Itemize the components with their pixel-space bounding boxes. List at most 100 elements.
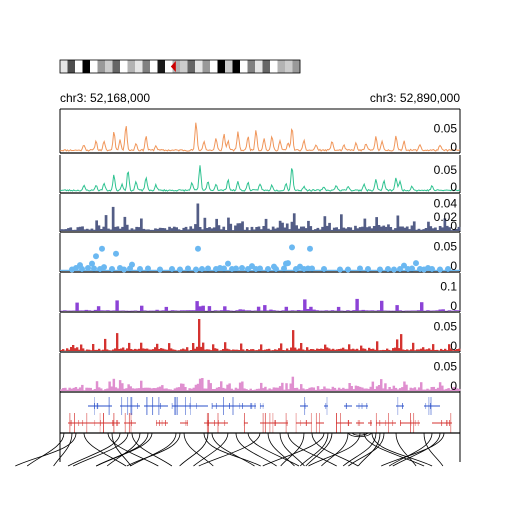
- track-tick-label: 0.05: [434, 319, 458, 333]
- signal-bar: [326, 347, 329, 351]
- signal-bar: [384, 226, 388, 231]
- signal-bar: [118, 380, 122, 391]
- signal-bar: [250, 310, 255, 312]
- signal-bar: [394, 228, 397, 231]
- signal-bar: [306, 309, 310, 311]
- signal-bar: [212, 227, 216, 231]
- signal-bar: [64, 350, 67, 351]
- signal-bar: [72, 310, 76, 311]
- signal-bar: [266, 349, 269, 351]
- signal-bar: [165, 229, 169, 231]
- track-tick-label: 0: [450, 259, 457, 273]
- signal-bar: [316, 348, 319, 351]
- signal-bar: [66, 389, 69, 391]
- signal-bar: [438, 350, 441, 351]
- signal-bar: [365, 388, 368, 391]
- ideogram-band: [217, 60, 226, 73]
- signal-bar: [104, 389, 107, 391]
- signal-bar: [314, 349, 317, 351]
- signal-bar: [216, 348, 219, 351]
- signal-bar: [158, 349, 161, 351]
- signal-bar: [188, 350, 191, 351]
- interaction-arc: [198, 432, 261, 467]
- signal-bar: [236, 349, 239, 351]
- signal-bar: [306, 389, 309, 391]
- signal-bar: [349, 310, 353, 312]
- signal-bar: [228, 383, 231, 391]
- interaction-arc: [351, 432, 369, 436]
- ideogram-band: [202, 60, 211, 73]
- signal-bar: [118, 228, 122, 231]
- signal-bar: [337, 387, 341, 391]
- interaction-arc: [26, 432, 65, 467]
- signal-bar: [192, 310, 196, 311]
- interaction-arc: [308, 432, 361, 467]
- signal-bar: [444, 310, 449, 312]
- signal-point: [185, 265, 191, 272]
- interaction-arc: [15, 432, 77, 467]
- signal-bar: [382, 225, 386, 231]
- signal-bar: [398, 348, 401, 351]
- track-tick-label: 0.05: [434, 239, 458, 253]
- signal-bar: [356, 348, 359, 351]
- signal-bar: [382, 349, 385, 351]
- signal-bar: [367, 388, 370, 391]
- signal-bar: [194, 384, 198, 391]
- track-tick-label: 0.04: [434, 196, 458, 210]
- interaction-arc: [83, 432, 127, 467]
- signal-bar: [280, 343, 283, 351]
- signal-bar: [78, 349, 81, 351]
- signal-bar: [416, 349, 419, 351]
- signal-bar: [137, 388, 141, 391]
- signal-bar: [249, 388, 252, 391]
- signal-bar: [351, 229, 355, 231]
- signal-bar: [126, 348, 129, 351]
- signal-bar: [409, 387, 412, 391]
- signal-bar: [212, 344, 215, 351]
- signal-bar: [269, 309, 273, 311]
- signal-bar: [449, 389, 452, 391]
- signal-bar: [367, 310, 372, 311]
- signal-bar: [238, 309, 242, 311]
- signal-bar: [436, 230, 440, 231]
- signal-point: [307, 245, 313, 252]
- signal-bar: [452, 229, 456, 231]
- signal-bar: [112, 310, 116, 311]
- signal-bar: [373, 389, 377, 391]
- signal-bar: [370, 349, 373, 351]
- signal-bar: [457, 226, 461, 231]
- ideogram-band: [165, 60, 173, 73]
- signal-bar: [178, 350, 181, 351]
- signal-bar: [161, 228, 164, 231]
- signal-bar: [241, 221, 244, 231]
- signal-bar: [62, 388, 65, 391]
- signal-bar: [223, 306, 227, 311]
- track-tick-label: 0: [450, 140, 457, 154]
- signal-bar: [132, 229, 136, 231]
- signal-bar: [108, 350, 111, 351]
- signal-bar: [194, 224, 197, 231]
- signal-bar: [292, 213, 296, 231]
- ideogram-band: [97, 60, 106, 73]
- signal-bar: [97, 225, 101, 231]
- signal-bar: [346, 310, 350, 311]
- signal-bar: [356, 386, 360, 391]
- signal-bar: [284, 350, 287, 351]
- signal-point: [101, 264, 107, 271]
- signal-bar: [258, 349, 261, 351]
- signal-bar: [96, 306, 101, 311]
- signal-bar: [426, 349, 429, 351]
- signal-bar: [235, 310, 239, 311]
- signal-bar: [83, 229, 87, 231]
- signal-bar: [334, 349, 337, 351]
- signal-bar: [388, 349, 391, 351]
- signal-bar: [328, 348, 331, 351]
- signal-bar: [164, 349, 167, 351]
- signal-bar: [192, 387, 196, 391]
- signal-bar: [365, 227, 369, 231]
- signal-bar: [413, 387, 417, 391]
- signal-bar: [88, 229, 91, 231]
- signal-bar: [116, 388, 120, 391]
- ideogram-band: [82, 60, 91, 73]
- signal-bar: [187, 229, 190, 231]
